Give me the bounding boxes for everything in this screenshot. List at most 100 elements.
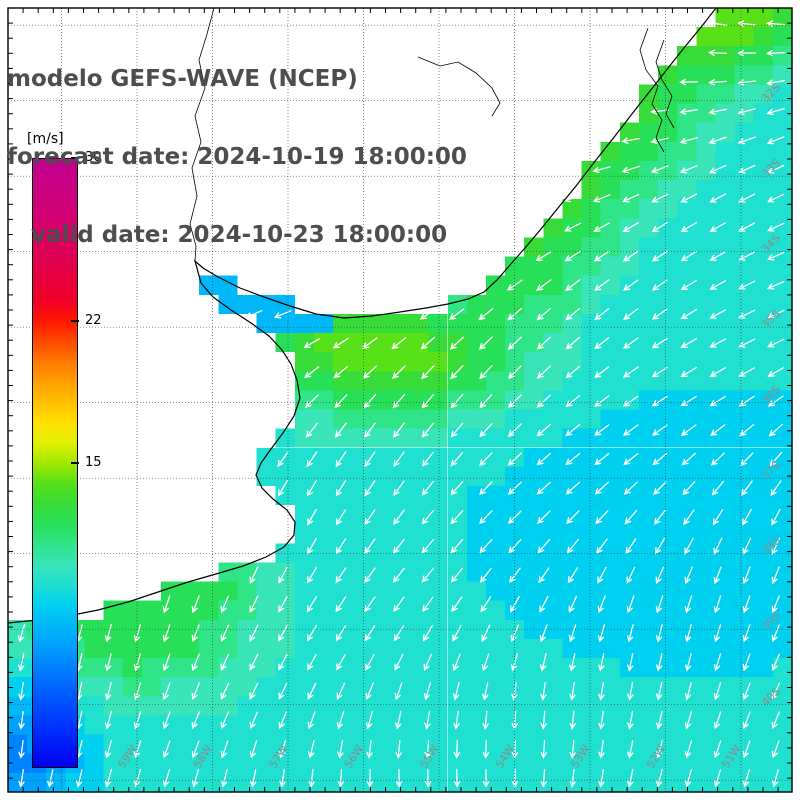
wind-arrow [708,20,728,27]
wind-arrow [482,739,490,759]
wind-arrow [682,481,696,496]
wind-arrow [249,595,259,613]
title-block: modelo GEFS-WAVE (NCEP) forecast date: 2… [7,14,467,274]
wind-arrow [684,682,692,701]
wind-arrow [737,79,757,86]
wind-arrow [453,710,460,730]
wind-arrow [335,451,347,468]
wind-arrow [278,480,288,497]
wind-arrow [771,624,780,643]
wind-arrow [424,768,432,788]
wind-arrow [713,595,722,614]
wind-arrow [651,221,668,233]
wind-arrow [771,740,780,759]
wind-arrow [191,624,200,643]
wind-arrow [626,624,634,643]
wind-arrow [683,509,695,526]
wind-arrow [278,624,288,642]
wind-arrow [738,193,756,203]
wind-arrow [450,538,464,554]
wind-arrow [713,711,722,730]
wind-arrow [563,194,582,203]
wind-arrow [651,308,668,320]
wind-arrow [392,567,405,583]
wind-arrow [307,537,317,555]
wind-arrow [566,510,580,525]
wind-arrow [162,740,171,759]
wind-arrow [623,453,639,466]
wind-arrow [508,539,522,554]
river-line [655,39,675,129]
wind-arrow [249,566,259,584]
wind-arrow [18,710,25,730]
wind-arrow [220,769,228,788]
wind-arrow [366,739,373,759]
wind-arrow [307,480,317,497]
wind-arrow [713,537,723,555]
wind-arrow [625,538,637,555]
wind-arrow [336,711,345,730]
wind-arrow [391,337,407,350]
wind-arrow [364,480,376,497]
wind-arrow [627,769,634,788]
wind-arrow [191,740,200,759]
wind-arrow [598,768,605,788]
wind-arrow [684,566,693,585]
wind-arrow [479,539,493,554]
wind-arrow [742,740,751,759]
river-line [417,56,501,117]
wind-arrow [767,338,785,348]
wind-arrow [709,251,727,261]
wind-arrow [104,711,112,730]
wind-arrow [771,711,780,730]
wind-arrow [133,740,142,759]
wind-arrow [708,164,727,174]
wind-arrow [565,423,581,437]
wind-arrow [506,279,523,291]
wind-arrow [539,653,547,672]
wind-arrow [162,711,171,730]
wind-arrow [680,279,697,291]
wind-arrow [507,307,523,321]
wind-arrow [771,769,779,788]
wind-arrow [421,451,434,467]
wind-arrow [709,222,727,232]
wind-arrow [742,769,751,788]
wind-arrow [565,365,581,379]
wind-arrow [507,336,522,350]
wind-arrow [452,653,461,672]
wind-arrow [250,769,257,788]
wind-arrow [479,394,493,409]
model-title: modelo GEFS-WAVE (NCEP) [7,66,358,92]
wind-arrow [712,509,724,526]
wind-arrow [564,222,582,232]
wind-arrow [424,739,432,759]
wind-arrow [655,595,664,614]
wind-arrow [453,768,461,788]
wind-arrow [306,596,318,613]
wind-arrow [421,567,434,583]
wind-arrow [451,596,463,613]
wind-arrow [482,710,489,730]
wind-arrow [742,653,751,672]
wind-arrow [508,510,522,524]
valid-date: valid date: 2024-10-23 18:00:00 [7,222,448,248]
wind-arrow [738,280,756,290]
wind-arrow [449,336,464,350]
wind-arrow [621,165,640,174]
wind-arrow [738,222,756,232]
wind-arrow [597,624,605,643]
wind-arrow [479,365,493,380]
wind-arrow [709,395,726,407]
wind-arrow [597,566,607,584]
wind-arrow [626,595,635,614]
wind-arrow [364,538,376,555]
wind-arrow [307,653,317,671]
wind-arrow [18,768,25,788]
wind-arrow [771,595,780,614]
wind-arrow [680,367,697,377]
wind-arrow [450,422,464,438]
wind-arrow [478,308,494,321]
wind-arrow [307,508,317,526]
wind-arrow [766,107,785,116]
